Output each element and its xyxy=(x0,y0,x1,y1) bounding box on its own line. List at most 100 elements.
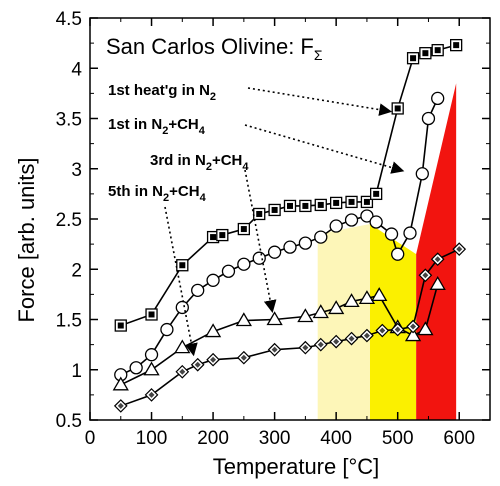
series-line-2 xyxy=(120,284,439,386)
annotation-subscript: 2 xyxy=(163,192,169,204)
diamond-marker-core xyxy=(348,335,355,342)
diamond-marker-core xyxy=(179,368,186,375)
annotation-subscript-2: 4 xyxy=(242,161,249,173)
square-marker-core xyxy=(394,105,401,112)
annotation-label-0: 1st heat'g in N2 xyxy=(108,82,216,103)
square-marker-core xyxy=(317,201,324,208)
triangle-marker xyxy=(343,293,360,308)
triangle-marker xyxy=(358,290,376,305)
circle-marker xyxy=(237,257,251,271)
square-marker-core xyxy=(287,202,293,209)
y-tick-label: 1.5 xyxy=(56,311,82,332)
diamond-marker-core xyxy=(240,354,247,361)
annotation-text-after: +CH xyxy=(169,183,199,200)
annotation-arrow-0 xyxy=(247,87,393,116)
circle-marker xyxy=(283,240,297,254)
annotation-text: 3rd in N xyxy=(150,152,206,169)
square-marker-core xyxy=(210,234,217,241)
circle-marker xyxy=(415,167,429,181)
diamond-marker-core xyxy=(333,338,340,345)
square-marker-core xyxy=(410,55,417,62)
square-marker-core xyxy=(148,311,155,318)
y-tick-label: 0.5 xyxy=(56,411,82,432)
square-marker-core xyxy=(271,206,278,213)
annotation-subscript-2: 4 xyxy=(200,192,207,204)
y-tick-label: 2.5 xyxy=(56,210,82,231)
square-marker-core xyxy=(453,42,460,49)
square-marker-core xyxy=(256,210,263,217)
diamond-marker-core xyxy=(434,256,441,263)
x-tick-label: 500 xyxy=(382,428,414,449)
annotation-text: 5th in N xyxy=(108,183,163,200)
square-marker-core xyxy=(434,47,441,54)
annotation-label-3: 5th in N2+CH4 xyxy=(108,183,207,204)
chart-title-text: San Carlos Olivine: F xyxy=(106,34,314,59)
diamond-marker-core xyxy=(379,327,386,334)
y-tick-label: 4 xyxy=(71,59,82,80)
triangle-marker xyxy=(235,312,252,327)
square-marker-core xyxy=(302,202,309,209)
square-marker-core xyxy=(333,199,340,206)
triangle-marker xyxy=(112,376,129,391)
square-marker-core xyxy=(363,198,370,205)
annotation-arrow-3 xyxy=(164,206,198,357)
y-tick-label: 3 xyxy=(71,160,82,181)
y-tick-label: 4.5 xyxy=(56,9,82,30)
circle-marker xyxy=(144,348,159,362)
circle-marker xyxy=(129,361,143,375)
triangle-marker xyxy=(417,321,434,336)
shaded-region-0 xyxy=(317,224,370,420)
annotation-subscript-2: 4 xyxy=(199,125,206,137)
x-axis-title: Temperature [°C] xyxy=(213,454,380,479)
triangle-marker xyxy=(404,327,422,342)
diamond-marker-core xyxy=(148,391,155,398)
annotation-arrows xyxy=(164,87,405,357)
square-marker-core xyxy=(240,226,247,233)
square-marker-core xyxy=(117,322,124,329)
x-tick-label: 300 xyxy=(259,428,291,449)
y-tick-label: 1 xyxy=(71,361,82,382)
x-tick-label: 100 xyxy=(136,428,168,449)
shaded-region-2 xyxy=(416,83,457,420)
circle-marker xyxy=(369,215,383,229)
circle-marker xyxy=(267,245,282,259)
shaded-regions xyxy=(317,83,457,420)
y-tick-label: 3.5 xyxy=(56,110,82,131)
triangle-marker xyxy=(204,323,222,338)
diamond-marker-core xyxy=(363,332,370,339)
diamond-marker-core xyxy=(422,272,429,279)
triangle-marker xyxy=(312,304,329,319)
circle-marker xyxy=(221,264,236,278)
y-axis-title: Force [arb. units] xyxy=(14,157,39,322)
tick-labels: 0 100 200 300 400 500 600 0.5 1 1.5 2 2.5 3 3.5 4 4.5 xyxy=(56,9,476,449)
circle-marker xyxy=(344,213,359,227)
circle-marker xyxy=(421,111,436,126)
series-markers xyxy=(112,38,467,413)
annotation-arrow-1 xyxy=(244,124,405,174)
annotation-text: 1st in N xyxy=(108,116,162,133)
diamond-marker-core xyxy=(210,356,217,363)
annotation-label-1: 1st in N2+CH4 xyxy=(108,116,206,137)
chart-title: San Carlos Olivine: FΣ xyxy=(106,34,323,63)
shaded-region-1 xyxy=(370,224,417,420)
circle-marker xyxy=(191,283,205,298)
chart-title-subscript: Σ xyxy=(314,47,323,63)
circle-marker xyxy=(329,219,343,233)
triangle-marker xyxy=(143,361,160,376)
triangle-marker xyxy=(371,287,388,302)
circle-marker xyxy=(175,300,189,315)
annotation-arrow-2 xyxy=(244,169,277,314)
axes xyxy=(89,17,491,421)
triangle-marker xyxy=(266,311,283,326)
circle-marker xyxy=(403,226,417,240)
y-tick-label: 2 xyxy=(71,260,82,281)
square-marker-core xyxy=(373,190,380,197)
annotation-subscript: 2 xyxy=(210,91,216,103)
square-marker-core xyxy=(179,262,186,269)
diamond-marker-core xyxy=(302,344,309,351)
x-tick-label: 200 xyxy=(197,428,229,449)
diamond-marker-core xyxy=(394,326,401,333)
annotation-label-2: 3rd in N2+CH4 xyxy=(150,152,249,173)
